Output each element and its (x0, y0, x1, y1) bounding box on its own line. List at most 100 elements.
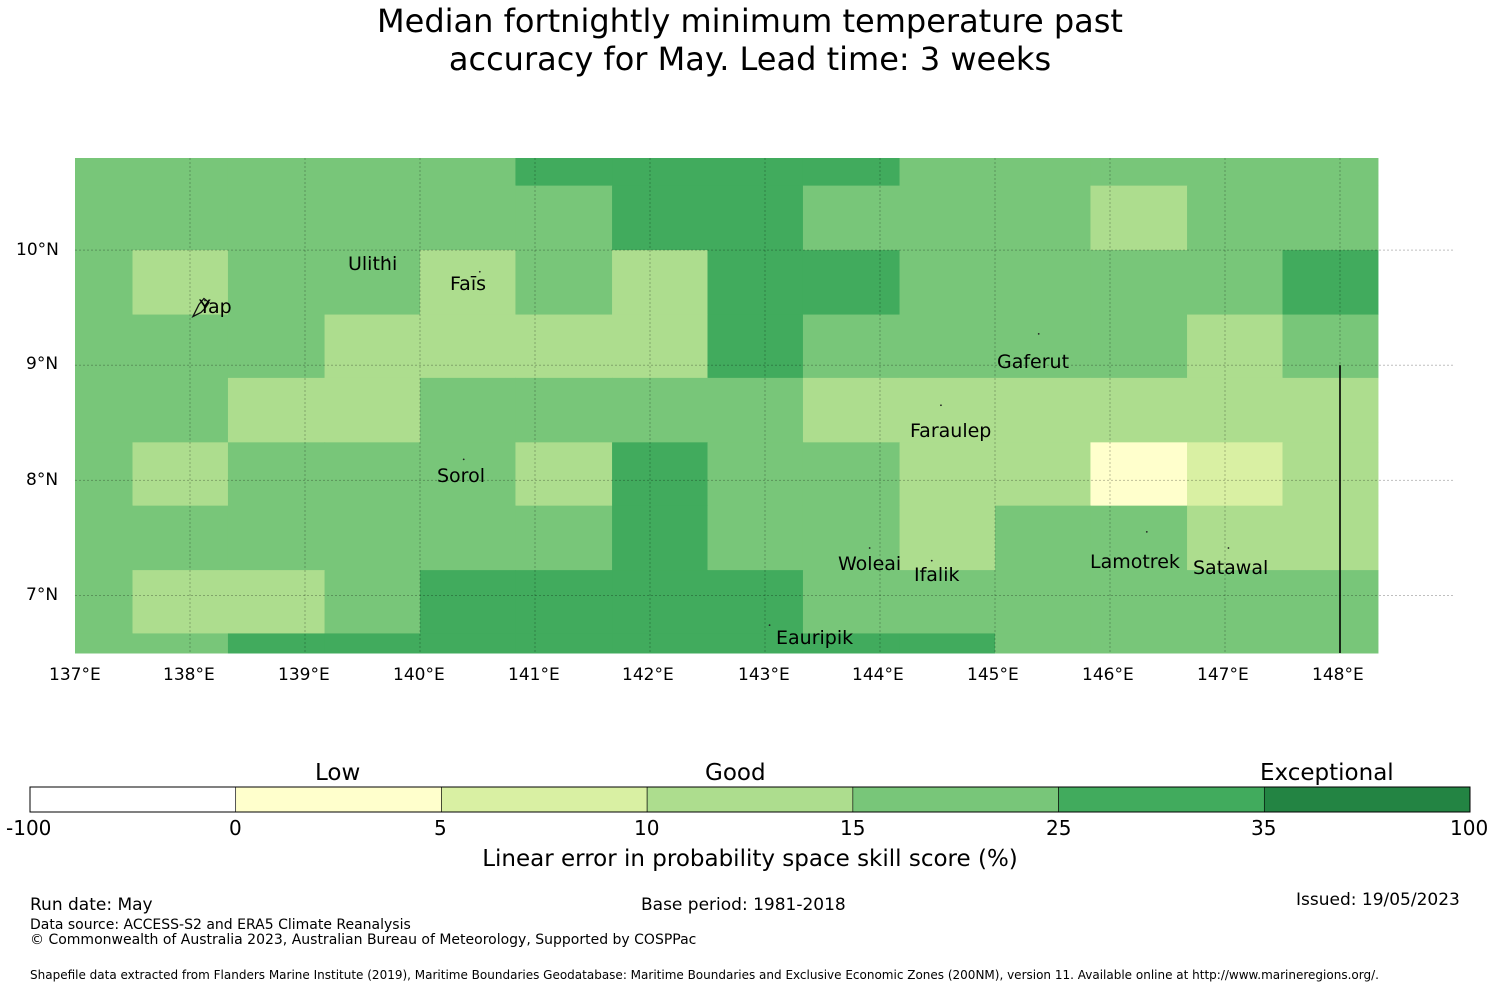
grid-cell (707, 250, 804, 316)
grid-cell (899, 314, 996, 379)
grid-cell (1282, 505, 1379, 571)
grid-cell (707, 570, 804, 634)
grid-cell (1282, 442, 1379, 507)
category-label-low: Low (315, 760, 361, 786)
grid-cell (612, 633, 708, 654)
grid-cell (1090, 570, 1188, 634)
grid-cell (1187, 442, 1283, 507)
grid-cell (1090, 505, 1188, 571)
grid-cell (612, 314, 708, 379)
grid-cell (132, 633, 229, 654)
grid-cell (515, 158, 613, 187)
grid-cell (324, 377, 421, 443)
colorbar-tick-label: 100 (1450, 816, 1489, 840)
lat-label-9n: 9°N (26, 354, 59, 374)
grid-cell (515, 442, 613, 507)
grid-cell (324, 505, 421, 571)
place-label-woleai: Woleai (838, 553, 902, 575)
grid-cell (802, 158, 901, 187)
grid-cell (75, 505, 133, 571)
grid-cell (612, 185, 708, 251)
grid-cell (802, 570, 901, 634)
grid-cell (132, 185, 229, 251)
grid-cell (324, 185, 421, 251)
colorbar-outline (29, 786, 1471, 813)
yap-island-shape (191, 297, 210, 318)
grid-cell (1090, 377, 1188, 443)
grid-cell (1187, 158, 1283, 187)
grid-cell (75, 314, 133, 379)
colorbar-tick-label: 35 (1251, 816, 1277, 840)
title-line-2: accuracy for May. Lead time: 3 weeks (448, 40, 1052, 78)
grid-cell (132, 570, 229, 634)
grid-cell (1282, 250, 1379, 316)
place-label-satawal: Satawal (1193, 557, 1269, 579)
lat-label-8n: 8°N (26, 470, 59, 490)
grid-cell (75, 250, 133, 316)
grid-cell (899, 633, 996, 654)
grid-cell (899, 158, 996, 187)
place-label-yap: Yap (199, 296, 232, 318)
island-marker (1037, 332, 1040, 335)
grid-cell (132, 442, 229, 507)
grid-cell (802, 505, 901, 571)
grid-cell (899, 185, 996, 251)
place-label-faraulep: Faraulep (910, 420, 992, 442)
grid-cell (1187, 314, 1283, 379)
grid-cell (707, 377, 804, 443)
place-label-eauripik: Eauripik (776, 627, 854, 649)
grid-cell (227, 633, 326, 654)
grid-cell (227, 377, 326, 443)
category-label-good: Good (705, 760, 766, 786)
grid-cell (515, 314, 613, 379)
grid-cell (515, 505, 613, 571)
grid-cell (1282, 185, 1379, 251)
grid-cell (420, 314, 516, 379)
grid-cell (132, 158, 229, 187)
grid-cell (227, 314, 326, 379)
grid-cell (515, 377, 613, 443)
lon-label-142e: 142°E (622, 665, 674, 685)
island-marker (930, 559, 933, 562)
grid-cell (420, 250, 516, 316)
place-label-fais: Faīs (450, 273, 487, 295)
colorbar-tick-label: 25 (1046, 816, 1072, 840)
grid-cell (1282, 314, 1379, 379)
lon-label-139e: 139°E (278, 665, 330, 685)
lon-label-141e: 141°E (508, 665, 560, 685)
grid-cell (227, 442, 326, 507)
grid-cell (612, 377, 708, 443)
grid-cell (227, 570, 326, 634)
grid-cell (707, 314, 804, 379)
grid-cell (995, 505, 1091, 571)
island-marker (1227, 547, 1230, 549)
title-line-1: Median fortnightly minimum temperature p… (377, 2, 1123, 40)
grid-cell (995, 570, 1091, 634)
island-marker (768, 624, 771, 627)
grid-cell (75, 158, 133, 187)
grid-cell (802, 633, 901, 654)
grid-cell (420, 570, 516, 634)
grid-cell (227, 185, 326, 251)
grid-cell (324, 633, 421, 654)
grid-cell (1090, 442, 1188, 507)
colorbar-segment (441, 786, 648, 813)
grid-cell (132, 505, 229, 571)
island-marker (940, 404, 942, 407)
grid-cell (324, 442, 421, 507)
grid-cell (420, 158, 516, 187)
lat-label-7n: 7°N (26, 585, 59, 605)
grid-cell (995, 442, 1091, 507)
lon-label-145e: 145°E (967, 665, 1019, 685)
grid-cell (515, 633, 613, 654)
grid-cell (1187, 377, 1283, 443)
grid-cell (612, 158, 708, 187)
issued-date: Issued: 19/05/2023 (1296, 890, 1460, 910)
grid-cell (802, 442, 901, 507)
lon-label-144e: 144°E (852, 665, 904, 685)
copyright-notice: © Commonwealth of Australia 2023, Austra… (30, 932, 697, 948)
grid-cell (1187, 570, 1283, 634)
island-marker (462, 458, 465, 461)
grid-cell (995, 314, 1091, 379)
grid-cell (1282, 633, 1379, 654)
